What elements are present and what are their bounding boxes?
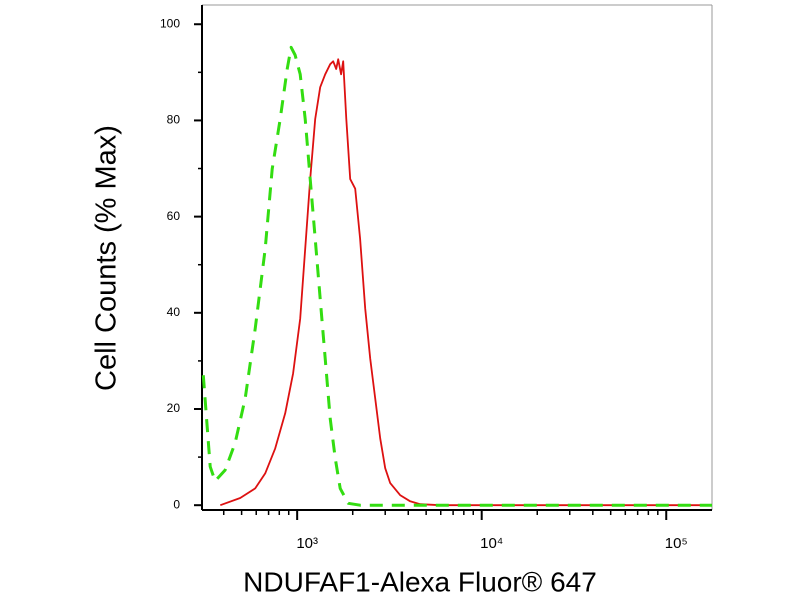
y-tick-label: 40 xyxy=(167,305,181,319)
y-axis-label: Cell Counts (% Max) xyxy=(91,125,123,391)
y-tick-label: 60 xyxy=(167,209,181,223)
series-line xyxy=(201,45,712,507)
x-axis-label: NDUFAF1-Alexa Fluor® 647 xyxy=(243,566,597,597)
x-tick-label: 10⁵ xyxy=(665,535,688,552)
y-tick-label: 20 xyxy=(167,401,181,415)
y-tick-label: 100 xyxy=(160,16,180,30)
y-tick-label: 80 xyxy=(167,113,181,127)
x-tick-label: 10⁴ xyxy=(480,535,503,552)
series-line xyxy=(219,58,712,507)
x-tick-label: 10³ xyxy=(296,535,318,552)
y-tick-label: 0 xyxy=(173,497,180,511)
